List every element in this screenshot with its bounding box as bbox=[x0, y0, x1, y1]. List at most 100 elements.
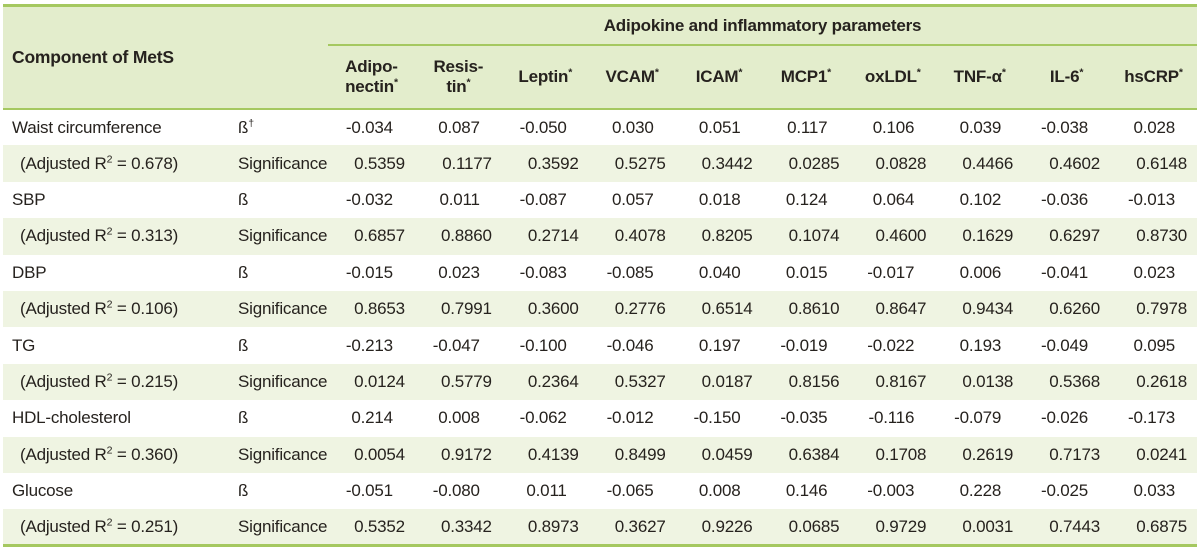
beta-value: -0.079 bbox=[954, 408, 1002, 428]
beta-value: -0.050 bbox=[519, 117, 567, 137]
significance-value: 0.0054 bbox=[354, 444, 405, 464]
component-label: TG bbox=[12, 335, 36, 355]
significance-value: 0.5359 bbox=[354, 153, 405, 173]
significance-value: 0.4466 bbox=[962, 153, 1014, 173]
component-label: Glucose bbox=[12, 481, 73, 501]
beta-value: -0.026 bbox=[1041, 408, 1089, 428]
beta-stat-label: ß† bbox=[238, 117, 254, 137]
adjusted-r2-label: (Adjusted R2 = 0.678) bbox=[20, 152, 179, 173]
col-header-leptin: Leptin* bbox=[501, 45, 589, 110]
col-header-hscrp: hsCRP* bbox=[1110, 45, 1197, 110]
significance-stat-label: Significance bbox=[238, 444, 328, 464]
beta-value: 0.106 bbox=[872, 117, 915, 137]
significance-value: 0.6297 bbox=[1049, 226, 1101, 246]
significance-value: 0.5352 bbox=[354, 516, 405, 536]
squared-superscript: 2 bbox=[106, 371, 113, 384]
beta-value: -0.012 bbox=[606, 408, 654, 428]
beta-value: -0.085 bbox=[606, 262, 654, 282]
significance-value: 0.2776 bbox=[614, 299, 666, 319]
dagger-superscript: † bbox=[248, 117, 254, 130]
beta-value: 0.064 bbox=[872, 189, 915, 209]
significance-value: 0.7991 bbox=[441, 299, 492, 319]
beta-value: 0.087 bbox=[438, 117, 480, 137]
asterisk-superscript: * bbox=[393, 76, 398, 89]
significance-value: 0.3342 bbox=[441, 516, 492, 536]
significance-value: 0.2618 bbox=[1136, 371, 1187, 391]
asterisk-superscript: * bbox=[1178, 66, 1183, 79]
col-header-resistin: Resis- tin* bbox=[414, 45, 502, 110]
beta-value: -0.083 bbox=[519, 262, 567, 282]
significance-value: 0.6514 bbox=[701, 299, 753, 319]
beta-value: -0.017 bbox=[867, 262, 915, 282]
asterisk-superscript: * bbox=[1001, 66, 1006, 79]
significance-value: 0.3600 bbox=[527, 299, 579, 319]
beta-value: -0.087 bbox=[519, 189, 567, 209]
squared-superscript: 2 bbox=[106, 298, 113, 311]
beta-value: -0.013 bbox=[1127, 189, 1175, 209]
asterisk-superscript: * bbox=[466, 76, 471, 89]
significance-value: 0.7978 bbox=[1136, 299, 1187, 319]
significance-value: 0.0459 bbox=[701, 444, 753, 464]
beta-value: 0.030 bbox=[612, 117, 654, 137]
beta-row-glucose: Glucose ß -0.051 -0.080 0.011 -0.065 0.008 0.14… bbox=[3, 473, 1197, 509]
beta-row-sbp: SBP ß -0.032 0.011 -0.087 0.057 0.018 0.124 0.06… bbox=[3, 182, 1197, 218]
significance-value: 0.3442 bbox=[701, 153, 753, 173]
beta-value: -0.003 bbox=[867, 481, 915, 501]
significance-value: 0.0124 bbox=[354, 371, 405, 391]
significance-value: 0.4600 bbox=[875, 226, 927, 246]
squared-superscript: 2 bbox=[106, 444, 113, 457]
beta-value: 0.057 bbox=[612, 189, 654, 209]
significance-value: 0.3592 bbox=[527, 153, 579, 173]
significance-value: 0.8610 bbox=[788, 299, 840, 319]
beta-value: -0.034 bbox=[345, 117, 393, 137]
beta-value: 0.028 bbox=[1133, 117, 1175, 137]
beta-value: -0.051 bbox=[345, 481, 393, 501]
beta-stat-label: ß bbox=[238, 335, 249, 355]
significance-value: 0.1074 bbox=[788, 226, 840, 246]
beta-value: -0.213 bbox=[345, 335, 393, 355]
asterisk-superscript: * bbox=[916, 66, 921, 79]
beta-row-dbp: DBP ß -0.015 0.023 -0.083 -0.085 0.040 0.015 -0.… bbox=[3, 255, 1197, 291]
beta-stat-label: ß bbox=[238, 262, 249, 282]
significance-row-glucose: (Adjusted R2 = 0.251) Significance 0.5352 0… bbox=[3, 509, 1197, 546]
adjusted-r2-label: (Adjusted R2 = 0.251) bbox=[20, 516, 179, 536]
beta-value: -0.065 bbox=[606, 481, 654, 501]
significance-value: 0.9729 bbox=[875, 516, 927, 536]
beta-value: -0.100 bbox=[519, 335, 567, 355]
beta-value: -0.036 bbox=[1041, 189, 1089, 209]
significance-value: 0.8973 bbox=[527, 516, 579, 536]
beta-value: 0.102 bbox=[959, 189, 1002, 209]
beta-value: -0.047 bbox=[432, 335, 480, 355]
beta-value: 0.006 bbox=[959, 262, 1002, 282]
significance-value: 0.7443 bbox=[1049, 516, 1101, 536]
col-header-vcam: VCAM* bbox=[588, 45, 676, 110]
asterisk-superscript: * bbox=[1079, 66, 1084, 79]
squared-superscript: 2 bbox=[106, 225, 113, 238]
squared-superscript: 2 bbox=[106, 516, 113, 529]
significance-row-waist-circumference: (Adjusted R2 = 0.678) Significance 0.5359 0… bbox=[3, 145, 1197, 182]
significance-stat-label: Significance bbox=[238, 371, 328, 391]
beta-value: 0.193 bbox=[959, 335, 1002, 355]
significance-value: 0.5779 bbox=[441, 371, 492, 391]
beta-value: 0.146 bbox=[785, 481, 828, 501]
significance-value: 0.0685 bbox=[788, 516, 840, 536]
beta-value: 0.011 bbox=[439, 189, 480, 209]
beta-value: -0.025 bbox=[1041, 481, 1089, 501]
significance-value: 0.9172 bbox=[441, 444, 492, 464]
significance-value: 0.5327 bbox=[614, 371, 666, 391]
squared-superscript: 2 bbox=[106, 152, 113, 165]
significance-value: 0.1177 bbox=[442, 153, 492, 173]
col-header-adiponectin: Adipo- nectin* bbox=[328, 45, 415, 110]
table-header: Component of MetS Adipokine and inflamma… bbox=[3, 5, 1197, 110]
significance-value: 0.9226 bbox=[701, 516, 753, 536]
significance-row-sbp: (Adjusted R2 = 0.313) Significance 0.6857 0… bbox=[3, 218, 1197, 255]
beta-value: 0.124 bbox=[785, 189, 828, 209]
significance-value: 0.4602 bbox=[1049, 153, 1101, 173]
significance-value: 0.8205 bbox=[701, 226, 753, 246]
beta-value: 0.018 bbox=[698, 189, 741, 209]
beta-value: 0.051 bbox=[698, 117, 741, 137]
significance-value: 0.0285 bbox=[788, 153, 840, 173]
asterisk-superscript: * bbox=[738, 66, 743, 79]
beta-value: 0.023 bbox=[438, 262, 480, 282]
asterisk-superscript: * bbox=[827, 66, 832, 79]
